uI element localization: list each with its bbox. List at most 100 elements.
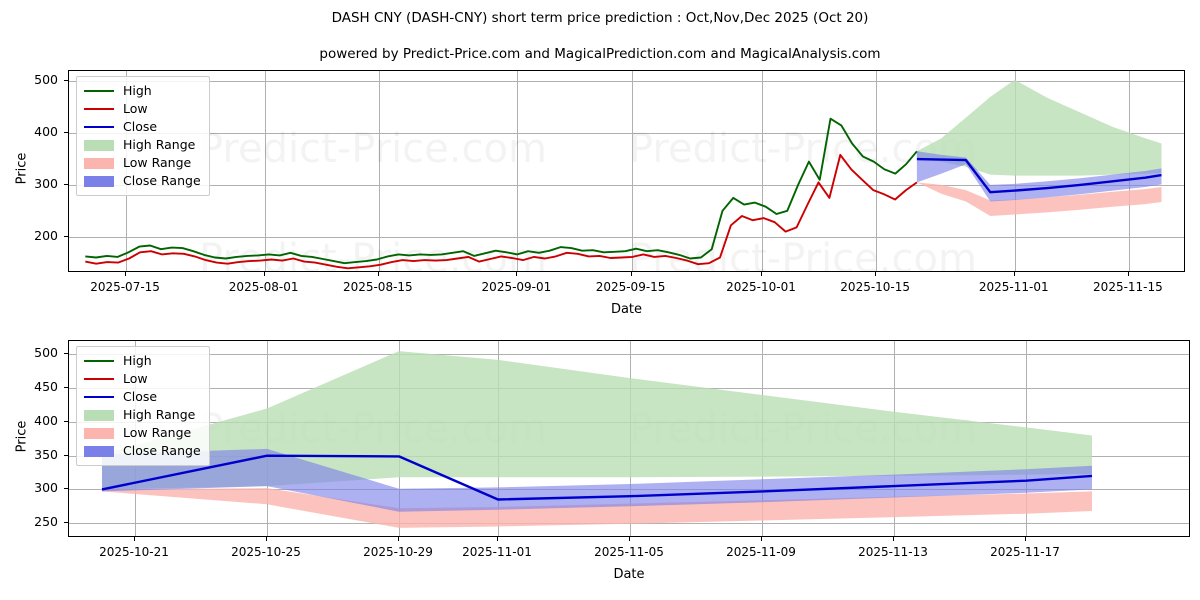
x-tick-label: 2025-11-05 xyxy=(594,545,664,559)
series-line-close xyxy=(916,157,1162,194)
legend-item[interactable]: Low Range xyxy=(84,424,201,442)
x-tick-label: 2025-11-15 xyxy=(1093,280,1163,294)
gridline-vertical xyxy=(379,71,380,271)
x-tick-mark xyxy=(377,272,379,276)
legend-item[interactable]: Low Range xyxy=(84,154,201,172)
y-tick-label: 450 xyxy=(34,379,58,395)
legend-swatch-low-range-icon xyxy=(84,157,114,169)
band-close-range xyxy=(916,151,1162,202)
legend-label: Low Range xyxy=(123,424,192,440)
x-tick-mark xyxy=(761,272,763,276)
y-tick-mark xyxy=(64,183,68,185)
legend-label: High xyxy=(123,82,152,98)
legend-item[interactable]: Close xyxy=(84,118,201,136)
series-line-high xyxy=(85,117,918,265)
band-high-range xyxy=(102,351,1092,490)
gridline-vertical xyxy=(876,71,877,271)
bottom-series-canvas xyxy=(101,351,1093,528)
gridline-horizontal xyxy=(69,185,1184,186)
x-tick-mark xyxy=(893,537,894,541)
y-tick-mark xyxy=(64,353,68,355)
x-tick-mark xyxy=(1025,537,1026,541)
x-tick-label: 2025-10-01 xyxy=(726,280,796,294)
x-tick-mark xyxy=(1127,272,1129,276)
y-tick-label: 500 xyxy=(34,72,58,88)
y-tick-label: 200 xyxy=(34,227,58,243)
x-tick-label: 2025-08-15 xyxy=(342,280,413,294)
x-tick-mark xyxy=(875,272,877,276)
y-tick-mark xyxy=(64,235,68,237)
x-tick-mark xyxy=(266,537,267,541)
gridline-vertical xyxy=(762,71,763,271)
legend-item[interactable]: High xyxy=(84,82,201,100)
x-tick-label: 2025-11-09 xyxy=(726,545,796,559)
legend-swatch-low-range-icon xyxy=(84,427,114,439)
legend-item[interactable]: High Range xyxy=(84,406,201,424)
series-line-low xyxy=(85,153,918,270)
x-tick-mark xyxy=(134,537,135,541)
legend-label: Close xyxy=(123,388,158,404)
legend-label: High Range xyxy=(123,406,196,422)
bottom-legend: High Low Close High Range Low Range Close Ran… xyxy=(76,346,210,466)
x-tick-mark xyxy=(761,537,762,541)
legend-swatch-close-icon xyxy=(84,120,114,134)
gridline-horizontal xyxy=(69,81,1184,82)
band-close-range xyxy=(102,448,1092,512)
legend-label: Close Range xyxy=(123,442,201,458)
legend-swatch-high-range-icon xyxy=(84,409,114,421)
x-tick-mark xyxy=(630,272,632,276)
y-tick-mark xyxy=(64,80,68,82)
gridline-horizontal xyxy=(69,237,1184,238)
legend-item[interactable]: High xyxy=(84,352,201,370)
y-tick-label: 300 xyxy=(34,480,58,496)
y-tick-mark xyxy=(64,420,68,422)
y-tick-mark xyxy=(64,387,68,389)
bottom-x-axis-title: Date xyxy=(613,567,645,582)
legend-label: Close Range xyxy=(123,172,201,188)
y-tick-label: 400 xyxy=(34,412,58,428)
x-tick-label: 2025-07-15 xyxy=(90,280,160,294)
band-high-range xyxy=(916,79,1162,176)
band-low-range xyxy=(916,182,1162,216)
legend-item[interactable]: Low xyxy=(84,370,201,388)
x-tick-label: 2025-11-13 xyxy=(858,545,928,559)
x-tick-mark xyxy=(516,272,518,276)
legend-swatch-high-range-icon xyxy=(84,139,114,151)
top-legend: High Low Close High Range Low Range Close Ran… xyxy=(76,76,210,196)
y-tick-label: 350 xyxy=(34,446,58,462)
page-subtitle: powered by Predict-Price.com and Magical… xyxy=(319,46,881,62)
legend-item[interactable]: Close xyxy=(84,388,201,406)
gridline-vertical xyxy=(632,71,633,271)
gridline-vertical xyxy=(265,71,266,271)
y-tick-mark xyxy=(64,132,68,134)
legend-swatch-high-icon xyxy=(84,84,114,98)
legend-label: High xyxy=(123,352,152,368)
legend-item[interactable]: Low xyxy=(84,100,201,118)
x-tick-label: 2025-11-17 xyxy=(990,545,1060,559)
x-tick-mark xyxy=(497,537,498,541)
top-series-canvas xyxy=(85,79,1162,270)
band-low-range xyxy=(102,488,1092,528)
page-title: DASH CNY (DASH-CNY) short term price pre… xyxy=(331,10,869,26)
gridline-horizontal xyxy=(69,354,1189,355)
gridline-horizontal xyxy=(69,133,1184,134)
x-tick-mark xyxy=(1013,272,1015,276)
x-tick-mark xyxy=(125,272,127,276)
legend-item[interactable]: Close Range xyxy=(84,442,201,460)
top-x-axis-title: Date xyxy=(610,302,643,317)
x-tick-label: 2025-08-01 xyxy=(228,280,299,294)
legend-item[interactable]: High Range xyxy=(84,136,201,154)
legend-swatch-close-icon xyxy=(84,390,114,404)
x-tick-label: 2025-09-15 xyxy=(595,280,666,294)
legend-item[interactable]: Close Range xyxy=(84,172,201,190)
gridline-vertical xyxy=(517,71,518,271)
x-tick-label: 2025-10-25 xyxy=(231,545,301,559)
y-tick-mark xyxy=(64,522,68,524)
x-tick-label: 2025-09-01 xyxy=(481,280,552,294)
legend-label: Low Range xyxy=(123,154,192,170)
legend-swatch-low-icon xyxy=(84,372,114,386)
legend-label: Low xyxy=(123,370,148,386)
x-tick-label: 2025-10-15 xyxy=(840,280,911,294)
